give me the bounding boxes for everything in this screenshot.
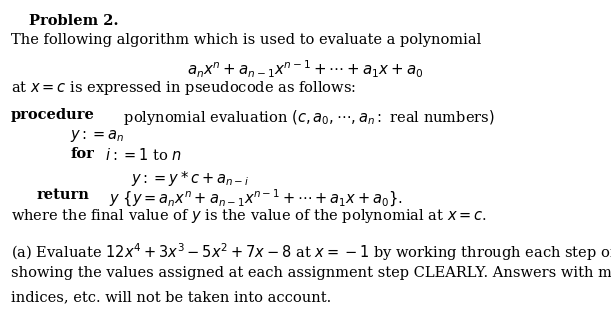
Text: The following algorithm which is used to evaluate a polynomial: The following algorithm which is used to…: [11, 33, 481, 47]
Text: indices, etc. will not be taken into account.: indices, etc. will not be taken into acc…: [11, 290, 331, 304]
Text: Problem 2.: Problem 2.: [29, 14, 119, 28]
Text: where the final value of $y$ is the value of the polynomial at $x = c$.: where the final value of $y$ is the valu…: [11, 207, 487, 225]
Text: for: for: [70, 147, 94, 161]
Text: $y := a_n$: $y := a_n$: [70, 128, 125, 144]
Text: $y := y * c + a_{n-i}$: $y := y * c + a_{n-i}$: [131, 169, 249, 188]
Text: $a_n x^n + a_{n-1}x^{n-1} + \cdots + a_1 x + a_0$: $a_n x^n + a_{n-1}x^{n-1} + \cdots + a_1…: [188, 59, 423, 80]
Text: polynomial evaluation $(c, a_0, \cdots, a_n :$ real numbers$)$: polynomial evaluation $(c, a_0, \cdots, …: [119, 108, 495, 127]
Text: procedure: procedure: [11, 108, 95, 122]
Text: $i := 1$ to $n$: $i := 1$ to $n$: [101, 147, 182, 163]
Text: (a) Evaluate $12x^4 + 3x^3 - 5x^2 + 7x - 8$ at $x = -1$ by working through each : (a) Evaluate $12x^4 + 3x^3 - 5x^2 + 7x -…: [11, 241, 611, 263]
Text: $y$ $\{y = a_n x^n + a_{n-1}x^{n-1} + \cdots + a_1 x + a_0\}.$: $y$ $\{y = a_n x^n + a_{n-1}x^{n-1} + \c…: [105, 188, 403, 209]
Text: return: return: [37, 188, 90, 202]
Text: showing the values assigned at each assignment step CLEARLY. Answers with missin: showing the values assigned at each assi…: [11, 266, 611, 280]
Text: at $x = c$ is expressed in pseudocode as follows:: at $x = c$ is expressed in pseudocode as…: [11, 79, 356, 97]
